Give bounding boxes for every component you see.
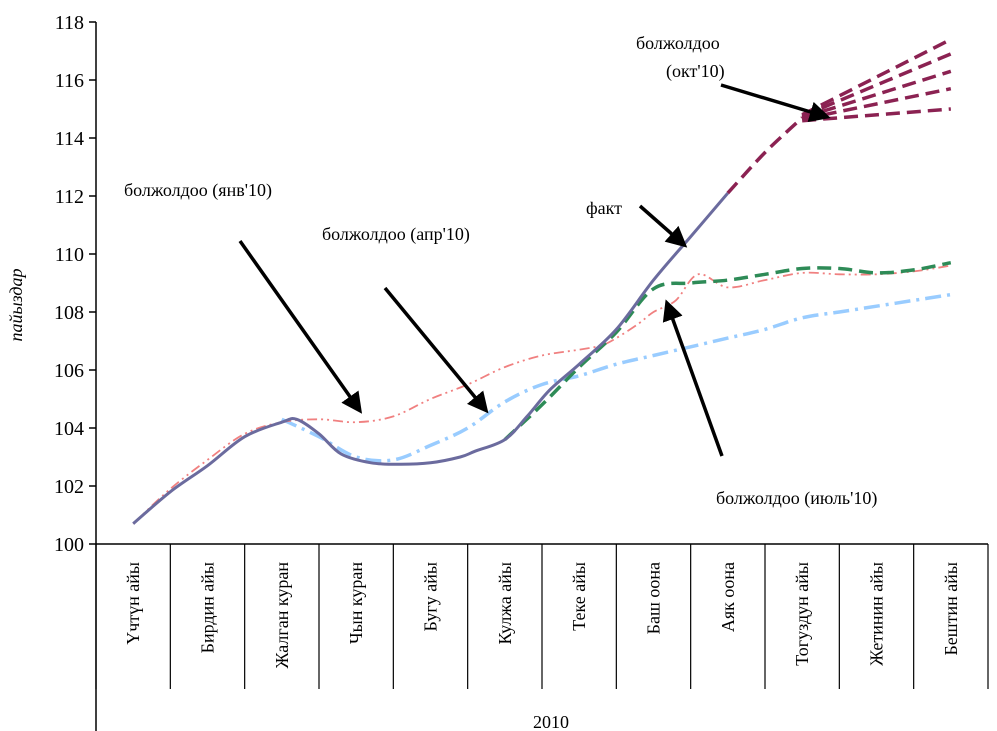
y-tick-label: 106: [54, 360, 84, 382]
annotations: болжолдоо (янв'10) болжолдоо (апр'10) факт…: [124, 33, 877, 509]
y-tick-label: 116: [55, 70, 84, 92]
x-tick-label: Үчтүн айы: [123, 562, 143, 645]
annotation-arrow-0: [238, 239, 363, 414]
axes: 100 102 104 106 108 110 112 114 116 118 Үчтүн айы Б…: [54, 12, 989, 731]
annotation-label-1: болжолдоо (апр'10): [322, 224, 470, 245]
x-tick-label: Аяк оона: [718, 562, 738, 632]
x-tick-label: Баш оона: [644, 562, 664, 634]
annotation-arrow-4: [720, 83, 831, 123]
x-tick-label: Тогуздун айы: [792, 562, 812, 666]
annotation-arrow-3: [662, 299, 724, 457]
series-line-3: [503, 260, 952, 441]
x-tick-label: Жетинин айы: [867, 562, 887, 666]
x-tick-label: Бирдин айы: [198, 562, 218, 653]
y-tick-label: 114: [55, 128, 84, 150]
x-tick-label: Жалган куран: [272, 562, 292, 669]
y-tick-label: 110: [55, 244, 84, 266]
x-axis-label: 2010: [533, 712, 569, 731]
y-tick-label: 102: [54, 476, 84, 498]
x-tick-label: Бештин айы: [941, 562, 961, 656]
y-tick-label: 108: [54, 302, 84, 324]
x-tick-label: Кулжа айы: [495, 562, 515, 645]
series-layer: [132, 37, 952, 525]
annotation-arrow-1: [383, 286, 489, 414]
y-axis-label: пайыздар: [6, 268, 26, 341]
annotation-label-3: болжолдоо (июль'10): [716, 488, 877, 509]
y-tick-label: 100: [54, 534, 84, 556]
x-tick-label: Теке айы: [569, 562, 589, 631]
annotation-arrow-2: [638, 204, 688, 248]
y-tick-label: 112: [55, 186, 84, 208]
annotation-label-0: болжолдоо (янв'10): [124, 180, 272, 201]
series-line-0: [132, 192, 729, 525]
x-tick-label: Чын куран: [346, 562, 366, 644]
fan-line: [801, 52, 952, 118]
series-line-4: [726, 116, 804, 195]
series-line-2: [281, 292, 952, 463]
annotation-label-4-line2: (окт'10): [666, 61, 725, 82]
annotation-label-4: болжолдоо: [636, 33, 720, 53]
y-tick-label: 104: [54, 418, 84, 440]
series-line-1: [132, 264, 951, 525]
annotation-label-2: факт: [586, 198, 622, 218]
x-tick-label: Бугу айы: [421, 562, 441, 632]
y-tick-label: 118: [55, 12, 84, 34]
